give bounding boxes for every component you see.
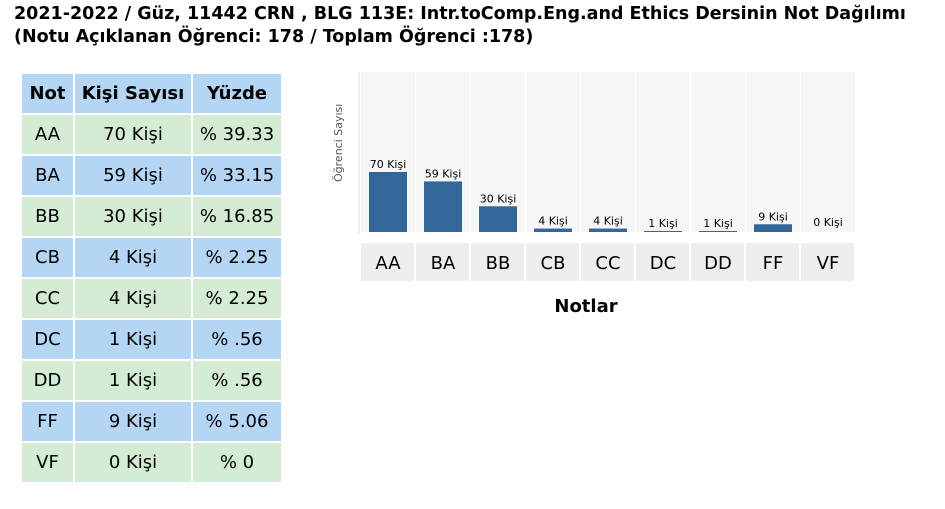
count-cell: 59 Kişi [75, 156, 191, 195]
tick-label-ba: BA [431, 253, 456, 274]
y-axis-label: Öğrenci Sayısı [332, 104, 345, 182]
table-row: FF 9 Kişi % 5.06 [22, 402, 281, 441]
header-grade: Not [22, 74, 73, 113]
table-row: BB 30 Kişi % 16.85 [22, 197, 281, 236]
grade-cell: CB [22, 238, 73, 277]
grade-cell: CC [22, 279, 73, 318]
tick-label-vf: VF [817, 253, 840, 274]
plot-column-dd [691, 72, 745, 232]
percent-cell: % 16.85 [193, 197, 281, 236]
percent-cell: % 0 [193, 443, 281, 482]
percent-cell: % 39.33 [193, 115, 281, 154]
page-title: 2021-2022 / Güz, 11442 CRN , BLG 113E: I… [14, 3, 906, 49]
category-cell-ff [746, 243, 799, 281]
table-row: CC 4 Kişi % 2.25 [22, 279, 281, 318]
grade-cell: DD [22, 361, 73, 400]
header-percent: Yüzde [193, 74, 281, 113]
category-axis: AA BA BB CB CC DC DD FF VF [361, 243, 854, 281]
category-cell-dd [691, 243, 744, 281]
category-cell-dc [636, 243, 689, 281]
tick-label-dd: DD [704, 253, 732, 274]
table-row: DD 1 Kişi % .56 [22, 361, 281, 400]
count-cell: 4 Kişi [75, 238, 191, 277]
category-cell-aa [361, 243, 414, 281]
count-cell: 30 Kişi [75, 197, 191, 236]
data-label-cb: 4 Kişi [538, 215, 568, 228]
category-cell-bb [471, 243, 524, 281]
table-row: DC 1 Kişi % .56 [22, 320, 281, 359]
plot-column-dc [636, 72, 690, 232]
grade-cell: VF [22, 443, 73, 482]
tick-label-aa: AA [375, 253, 401, 274]
percent-cell: % 2.25 [193, 279, 281, 318]
count-cell: 1 Kişi [75, 361, 191, 400]
table-header-row: Not Kişi Sayısı Yüzde [22, 74, 281, 113]
table-row: VF 0 Kişi % 0 [22, 443, 281, 482]
bar-series: 70 Kişi 59 Kişi 30 Kişi 4 Kişi 4 Kişi 1 Kişi 1… [369, 158, 843, 232]
percent-cell: % .56 [193, 320, 281, 359]
tick-label-cb: CB [541, 253, 566, 274]
count-cell: 9 Kişi [75, 402, 191, 441]
plot-column-bb [471, 72, 525, 232]
percent-cell: % 2.25 [193, 238, 281, 277]
plot-column-cc [581, 72, 635, 232]
bar-ff [754, 224, 792, 232]
data-label-cc: 4 Kişi [593, 215, 623, 228]
category-cell-cb [526, 243, 579, 281]
tick-label-dc: DC [650, 253, 676, 274]
category-cell-cc [581, 243, 634, 281]
data-label-dd: 1 Kişi [703, 217, 733, 230]
title-line-2: (Notu Açıklanan Öğrenci: 178 / Toplam Öğ… [14, 27, 534, 47]
data-label-bb: 30 Kişi [480, 192, 517, 205]
tick-label-bb: BB [486, 253, 511, 274]
bar-dc [644, 231, 682, 232]
bar-bb [479, 206, 517, 232]
category-cell-ba [416, 243, 469, 281]
table-row: AA 70 Kişi % 39.33 [22, 115, 281, 154]
count-cell: 70 Kişi [75, 115, 191, 154]
grade-cell: BA [22, 156, 73, 195]
plot-column-vf [801, 72, 855, 232]
data-label-ba: 59 Kişi [425, 167, 462, 180]
x-axis-label: Notlar [554, 296, 617, 317]
bar-cb [534, 228, 572, 232]
grade-cell: DC [22, 320, 73, 359]
data-label-ff: 9 Kişi [758, 210, 788, 223]
data-label-vf: 0 Kişi [813, 216, 843, 229]
grade-distribution-table: Not Kişi Sayısı Yüzde AA 70 Kişi % 39.33… [20, 72, 283, 484]
count-cell: 1 Kişi [75, 320, 191, 359]
data-label-aa: 70 Kişi [370, 158, 407, 171]
tick-label-cc: CC [595, 253, 620, 274]
grade-cell: AA [22, 115, 73, 154]
count-cell: 4 Kişi [75, 279, 191, 318]
percent-cell: % 33.15 [193, 156, 281, 195]
grade-cell: BB [22, 197, 73, 236]
bar-dd [699, 231, 737, 232]
category-cell-vf [801, 243, 854, 281]
grade-cell: FF [22, 402, 73, 441]
table-row: BA 59 Kişi % 33.15 [22, 156, 281, 195]
percent-cell: % .56 [193, 361, 281, 400]
data-label-dc: 1 Kişi [648, 217, 678, 230]
header-count: Kişi Sayısı [75, 74, 191, 113]
table-row: CB 4 Kişi % 2.25 [22, 238, 281, 277]
bar-ba [424, 181, 462, 232]
bar-aa [369, 172, 407, 232]
plot-column-ff [746, 72, 800, 232]
title-line-1: 2021-2022 / Güz, 11442 CRN , BLG 113E: I… [14, 4, 906, 24]
plot-column-cb [526, 72, 580, 232]
percent-cell: % 5.06 [193, 402, 281, 441]
bar-cc [589, 228, 627, 232]
count-cell: 0 Kişi [75, 443, 191, 482]
tick-label-ff: FF [763, 253, 784, 274]
